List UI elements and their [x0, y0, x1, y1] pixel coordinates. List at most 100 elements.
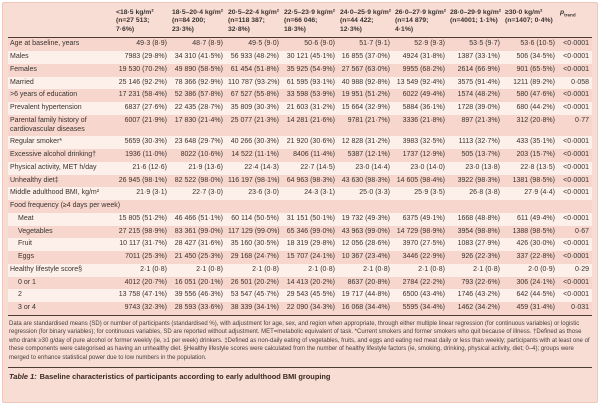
value-cell: 3983 (32·5%)	[402, 138, 445, 146]
p-value-cell: <0·0001	[563, 189, 589, 197]
table-row: 0 or 1 4012 (20·7%) 16 051 (20·1%) 26 501 (…	[8, 276, 592, 290]
row-label: 2	[18, 291, 22, 299]
row-label: 0 or 1	[18, 278, 36, 286]
value-cell: 40 266 (30·3%)	[230, 138, 279, 146]
p-value-cell: <0·0001	[563, 91, 589, 99]
value-cell: 2·1 (0·8)	[363, 265, 390, 273]
value-cell: 49 890 (58·5%)	[174, 65, 223, 73]
value-cell: 6837 (27·6%)	[124, 104, 167, 112]
value-cell: 1083 (27·9%)	[457, 240, 500, 248]
table-caption-label: Table 1:	[9, 371, 37, 381]
bmi-group-column-header: 24·0–25·9 kg/m² (n=44 422; 12·3%)	[340, 9, 392, 33]
table-row: Vegetables 27 215 (98·9%) 83 361 (99·0%) 11…	[8, 225, 592, 239]
row-label: Females	[10, 65, 37, 73]
bmi-group-column-header: 22·5–23·9 kg/m² (n=66 046; 18·3%)	[284, 9, 336, 33]
p-value-cell: <0·0001	[563, 65, 589, 73]
value-cell: 3575 (91·4%)	[457, 78, 500, 86]
baseline-characteristics-table: <18·5 kg/m² (n=27 513; 7·6%) 18·5–20·4 kg…	[8, 7, 592, 316]
value-cell: 13 549 (92·4%)	[396, 78, 445, 86]
value-cell: 14 605 (98·4%)	[396, 176, 445, 184]
row-label: Males	[10, 53, 29, 61]
value-cell: 2·1 (0·8)	[418, 265, 445, 273]
value-cell: 1574 (48·2%)	[457, 91, 500, 99]
value-cell: 4012 (20·7%)	[124, 278, 167, 286]
value-cell: 15 707 (24·1%)	[286, 253, 335, 261]
value-cell: 27 215 (98·9%)	[118, 227, 167, 235]
value-cell: 2·1 (0·8)	[252, 265, 279, 273]
value-cell: 433 (35·1%)	[516, 138, 555, 146]
value-cell: 27·9 (4·4)	[524, 189, 555, 197]
value-cell: 5387 (12·1%)	[347, 151, 390, 159]
value-cell: 1668 (48·8%)	[457, 214, 500, 222]
value-cell: 48·7 (8·9)	[192, 40, 223, 48]
value-cell: 506 (34·5%)	[516, 53, 555, 61]
row-label: Married	[10, 78, 34, 86]
p-value-cell: 0·29	[574, 265, 589, 273]
value-cell: 29 543 (45·5%)	[286, 291, 335, 299]
value-cell: 3336 (21·8%)	[402, 116, 445, 124]
bmi-group-column-header: 18·5–20·4 kg/m² (n=84 200; 23·3%)	[172, 9, 224, 33]
value-cell: 2·1 (0·8)	[196, 265, 223, 273]
value-cell: 793 (22·6%)	[461, 278, 500, 286]
table-row: Excessive alcohol drinking† 1936 (11·0%) 8…	[8, 149, 592, 162]
table-row: Healthy lifestyle score§ 2·1 (0·8) 2·1 (0·…	[8, 263, 592, 277]
row-label: Vegetables	[18, 227, 53, 235]
value-cell: 53 547 (45·7%)	[230, 291, 279, 299]
value-cell: 312 (20·8%)	[516, 116, 555, 124]
table-row: Fruit 10 117 (31·7%) 28 427 (31·6%) 35 160 …	[8, 238, 592, 252]
value-cell: 8022 (10·6%)	[180, 151, 223, 159]
value-cell: 21 920 (30·6%)	[286, 138, 335, 146]
p-value-cell: <0·0001	[563, 138, 589, 146]
value-cell: 580 (47·6%)	[516, 91, 555, 99]
table-row: >6 years of education 17 231 (58·4%) 52 38…	[8, 89, 592, 103]
value-cell: 31 151 (50·1%)	[286, 214, 335, 222]
row-label: Meat	[18, 214, 34, 222]
p-trend-column-header: ptrend	[560, 9, 576, 18]
value-cell: 50·6 (9·0)	[304, 40, 335, 48]
row-label: Healthy lifestyle score§	[10, 265, 82, 273]
table-row: 3 or 4 9743 (32·3%) 28 593 (33·6%) 38 339 (…	[8, 302, 592, 316]
value-cell: 26·8 (3·8)	[469, 189, 500, 197]
value-cell: 64 963 (98·3%)	[286, 176, 335, 184]
value-cell: 22·7 (14·5)	[300, 163, 335, 171]
value-cell: 1388 (98·5%)	[512, 227, 555, 235]
value-cell: 16 051 (20·1%)	[174, 278, 223, 286]
value-cell: 10 367 (23·4%)	[341, 253, 390, 261]
value-cell: 117 129 (99·0%)	[228, 227, 280, 235]
value-cell: 642 (44·5%)	[516, 291, 555, 299]
value-cell: 1381 (98·5%)	[512, 176, 555, 184]
p-value-cell: 0·058	[571, 78, 589, 86]
p-value-cell: <0·0001	[563, 163, 589, 171]
value-cell: 1746 (43·2%)	[457, 291, 500, 299]
value-cell: 1936 (11·0%)	[125, 151, 167, 159]
value-cell: 3446 (22·9%)	[402, 253, 445, 261]
value-cell: 17 830 (21·4%)	[174, 116, 223, 124]
p-value-cell: 0·031	[571, 304, 589, 312]
value-cell: 52 386 (57·8%)	[174, 91, 223, 99]
value-cell: 30 121 (45·1%)	[286, 53, 335, 61]
row-label: Age at baseline, years	[10, 40, 80, 48]
value-cell: 1211 (89·2%)	[513, 78, 555, 86]
value-cell: 426 (30·0%)	[516, 240, 555, 248]
row-label: Regular smoker*	[10, 138, 63, 146]
value-cell: 23·0 (13·8)	[465, 163, 500, 171]
value-cell: 2·1 (0·8)	[473, 265, 500, 273]
value-cell: 28 593 (33·6%)	[174, 304, 223, 312]
p-value-cell: <0·0001	[563, 253, 589, 261]
value-cell: 28 427 (31·6%)	[174, 240, 223, 248]
value-cell: 16 855 (37·0%)	[341, 53, 390, 61]
row-label: Fruit	[18, 240, 32, 248]
row-label: Unhealthy diet‡	[10, 176, 59, 184]
value-cell: 12 056 (28·6%)	[341, 240, 390, 248]
value-cell: 6007 (21·9%)	[124, 116, 167, 124]
table-row: Prevalent hypertension 6837 (27·6%) 22 435…	[8, 102, 592, 115]
row-label: Excessive alcohol drinking†	[10, 151, 96, 159]
table-row: Males 7983 (29·8%) 34 310 (41·5%) 56 933 (4…	[8, 51, 592, 64]
value-cell: 22 090 (34·3%)	[286, 304, 335, 312]
value-cell: 337 (22·8%)	[516, 253, 555, 261]
value-cell: 6375 (49·1%)	[402, 214, 445, 222]
value-cell: 19 732 (49·3%)	[341, 214, 390, 222]
value-cell: 14 281 (21·6%)	[286, 116, 335, 124]
value-cell: 65 346 (99·0%)	[286, 227, 335, 235]
